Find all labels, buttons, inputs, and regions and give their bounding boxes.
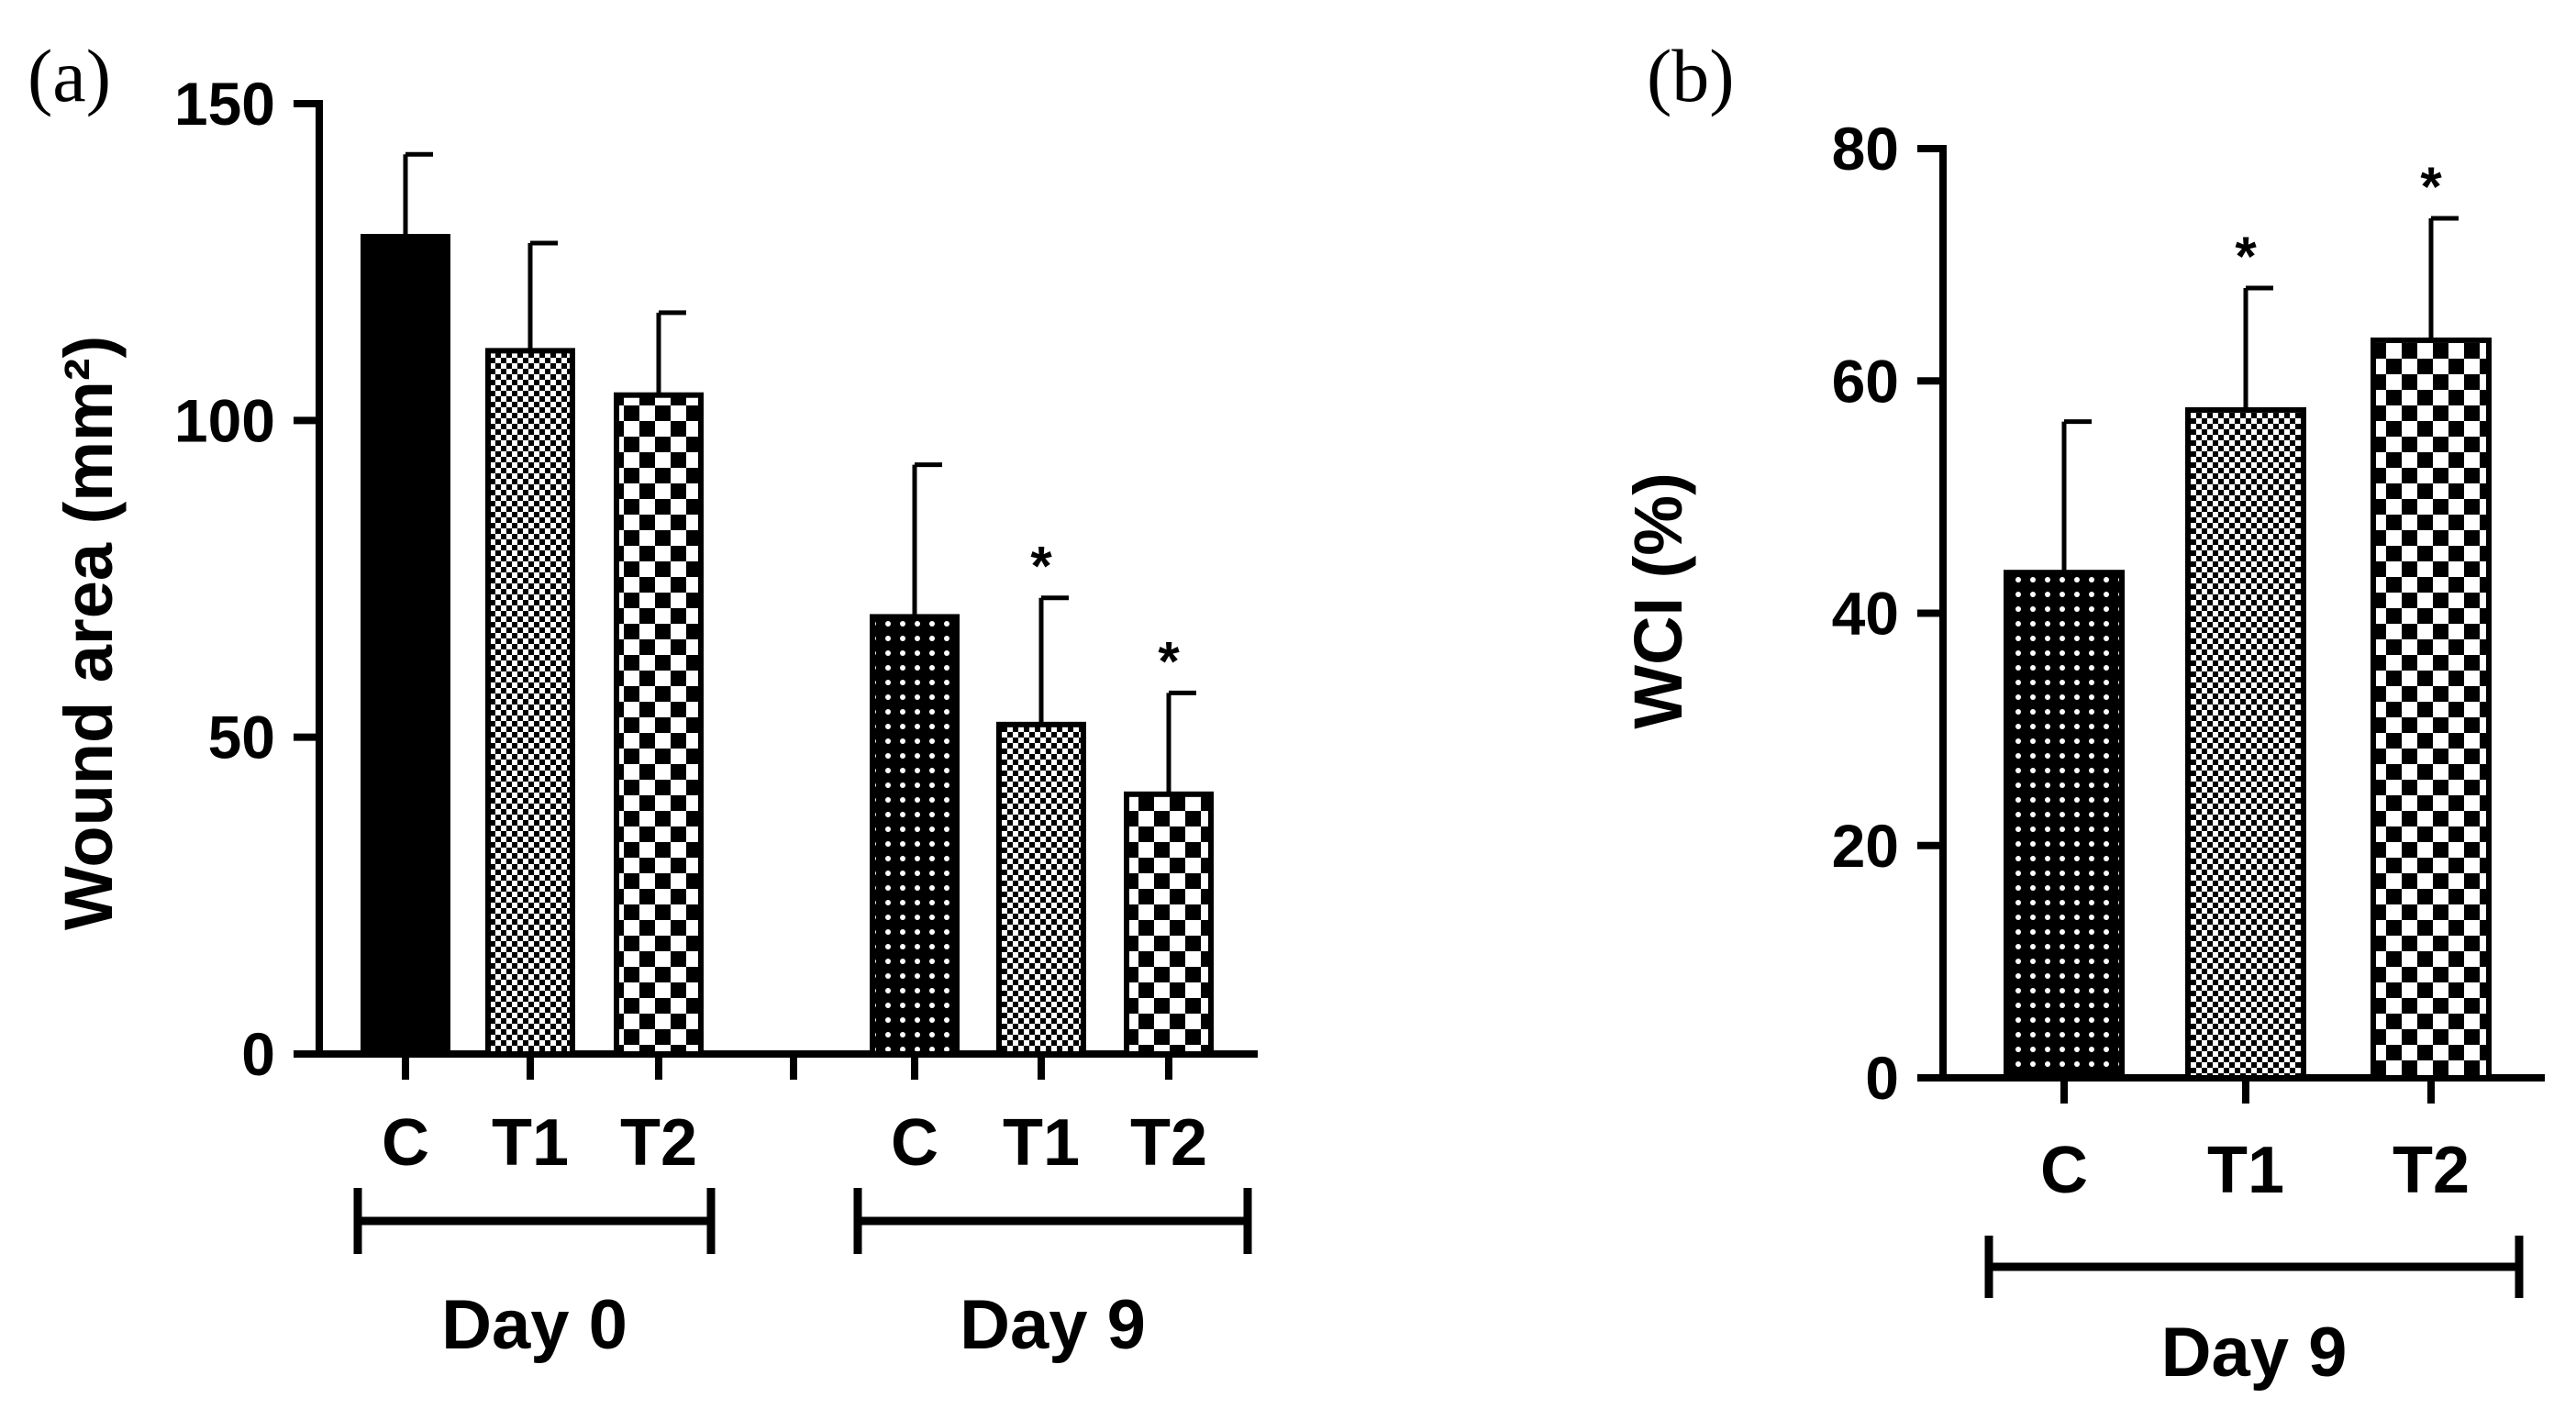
significance-star: *	[1030, 536, 1052, 597]
panel-a: (a) Wound area (mm²) 0 50 100 150 * * C T1 T2 C…	[28, 34, 1258, 1364]
y-tick-label: 80	[1832, 115, 1899, 183]
y-tick-label: 50	[208, 704, 275, 771]
category-label: T1	[1003, 1106, 1080, 1180]
group-label: Day 9	[960, 1286, 1146, 1364]
significance-star: *	[2235, 226, 2257, 287]
category-label: C	[2040, 1134, 2088, 1207]
y-tick-label: 60	[1832, 347, 1899, 415]
y-tick-label: 0	[1865, 1044, 1899, 1112]
y-tick-label: 100	[174, 386, 275, 454]
bar-day-0-t1	[485, 348, 575, 1057]
category-label: C	[382, 1106, 429, 1180]
category-label: T1	[2207, 1134, 2284, 1207]
bar-day-9-t1	[2185, 406, 2306, 1081]
group-label: Day 9	[2161, 1314, 2348, 1392]
y-tick-label: 20	[1832, 812, 1899, 880]
significance-star: *	[2420, 156, 2442, 217]
bar-day-0-t2	[614, 392, 704, 1057]
category-label: C	[891, 1106, 938, 1180]
category-label: T1	[492, 1106, 569, 1180]
panel-b: (b) WCI (%) 0 20 40 60 80 * * C T1 T2 Day 9	[1620, 34, 2545, 1392]
y-tick-label: 40	[1832, 580, 1899, 648]
y-tick-label: 150	[174, 70, 275, 138]
bar-day-9-t2	[1124, 791, 1214, 1057]
group-label: Day 0	[441, 1286, 627, 1364]
panel-b-label: (b)	[1647, 34, 1735, 117]
significance-star: *	[1158, 630, 1180, 692]
bar-day-9-c	[870, 614, 960, 1057]
bar-day-0-c	[361, 234, 450, 1058]
category-label: T2	[2393, 1134, 2470, 1207]
bar-day-9-c	[2004, 570, 2125, 1081]
bar-day-9-t1	[996, 721, 1086, 1057]
panel-a-label: (a)	[28, 34, 111, 117]
panel-b-y-axis-title: WCI (%)	[1620, 472, 1696, 729]
category-label: T2	[620, 1106, 697, 1180]
y-tick-label: 0	[241, 1020, 275, 1088]
category-label: T2	[1130, 1106, 1207, 1180]
bar-day-9-t2	[2371, 337, 2492, 1081]
panel-a-y-axis-title: Wound area (mm²)	[50, 336, 127, 930]
